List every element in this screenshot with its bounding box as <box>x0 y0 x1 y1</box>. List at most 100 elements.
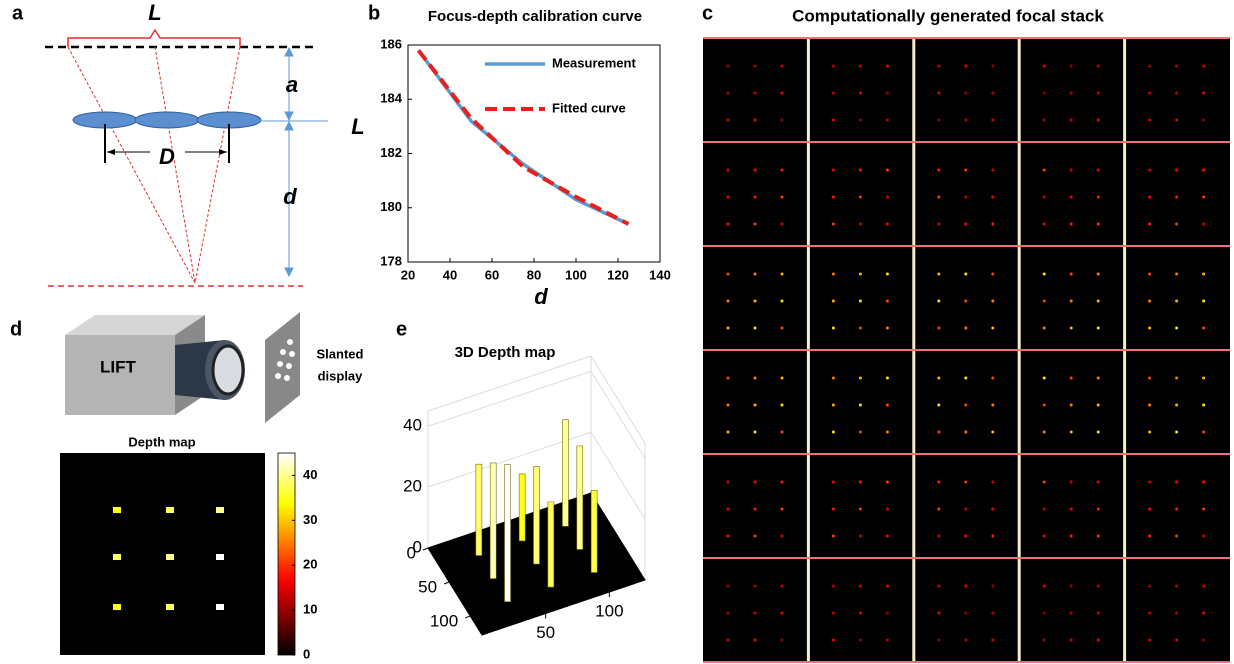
focal-spot <box>1096 480 1100 484</box>
focal-spot <box>991 430 995 434</box>
focal-spot <box>1148 430 1152 434</box>
focal-spot <box>1096 272 1100 276</box>
focal-spot <box>831 611 835 615</box>
focal-spot <box>831 584 835 588</box>
box-edge <box>590 355 646 444</box>
focal-spot <box>991 195 995 199</box>
focal-spot <box>780 299 784 303</box>
focal-spot <box>964 534 968 538</box>
focal-spot <box>780 403 784 407</box>
focal-spot <box>1069 64 1073 68</box>
focal-spot <box>964 222 968 226</box>
legend-label: Fitted curve <box>552 100 626 115</box>
focal-spot <box>753 430 757 434</box>
focal-spot <box>885 430 889 434</box>
focal-spot <box>1148 118 1152 122</box>
focal-spot <box>780 272 784 276</box>
y-tick-label: 180 <box>380 199 402 214</box>
focal-spot <box>726 118 730 122</box>
focal-spot <box>753 534 757 538</box>
focal-spot <box>1069 376 1073 380</box>
grid-line <box>590 370 646 459</box>
panel-label: a <box>12 2 24 24</box>
focal-spot <box>753 91 757 95</box>
focal-spot <box>937 168 941 172</box>
depth-bar <box>547 501 555 588</box>
depth-spot <box>216 554 224 560</box>
focal-spot <box>780 326 784 330</box>
focal-spot <box>1175 118 1179 122</box>
focal-spot <box>753 611 757 615</box>
focal-spot <box>991 611 995 615</box>
focal-spot <box>726 326 730 330</box>
focal-spot <box>726 480 730 484</box>
focal-spot <box>885 118 889 122</box>
focal-spot <box>1042 403 1046 407</box>
focal-spot <box>1069 534 1073 538</box>
y-tick-label: 186 <box>380 36 402 51</box>
focal-spot <box>726 168 730 172</box>
focal-spot <box>937 584 941 588</box>
focal-spot <box>1148 376 1152 380</box>
series-line <box>416 49 630 226</box>
focal-spot <box>1096 195 1100 199</box>
focal-spot <box>726 376 730 380</box>
focal-spot <box>1148 534 1152 538</box>
focal-spot <box>937 376 941 380</box>
focal-spot <box>885 534 889 538</box>
depth-bar <box>576 445 584 550</box>
grid-line <box>427 370 592 427</box>
colorbar-tick-label: 10 <box>303 602 317 617</box>
panel-label: b <box>368 2 380 24</box>
focal-spot <box>991 118 995 122</box>
x-tick-label: 40 <box>443 267 457 282</box>
focal-spot <box>831 222 835 226</box>
focal-spot <box>1069 584 1073 588</box>
focal-spot <box>726 195 730 199</box>
focal-spot <box>858 507 862 511</box>
depth-bar <box>533 466 540 565</box>
y-tick-label: 100 <box>430 611 458 630</box>
focal-spot <box>1042 507 1046 511</box>
focal-spot <box>937 507 941 511</box>
focal-spot <box>1069 91 1073 95</box>
y-tick-label: 50 <box>418 577 437 596</box>
depth-spot <box>113 604 121 610</box>
display-label: Slanted <box>317 346 364 361</box>
y-tick-label: 184 <box>380 91 402 106</box>
focal-spot <box>780 376 784 380</box>
focal-spot <box>964 272 968 276</box>
focal-spot <box>831 507 835 511</box>
focal-spot <box>964 638 968 642</box>
focal-spot <box>858 611 862 615</box>
focal-spot <box>1148 195 1152 199</box>
focal-spot <box>1096 168 1100 172</box>
focal-spot <box>964 584 968 588</box>
focal-spot <box>726 534 730 538</box>
focal-spot <box>1175 222 1179 226</box>
focal-spot <box>831 534 835 538</box>
x-tick-label: 80 <box>527 267 541 282</box>
focal-spot <box>937 64 941 68</box>
focal-stack <box>703 37 1230 663</box>
focal-spot <box>1042 299 1046 303</box>
focal-spot <box>1096 222 1100 226</box>
depth-spot <box>216 604 224 610</box>
focal-spot <box>885 584 889 588</box>
focal-spot <box>991 534 995 538</box>
focal-spot <box>1148 611 1152 615</box>
focal-spot <box>1069 480 1073 484</box>
focal-spot <box>858 168 862 172</box>
focal-spot <box>1148 638 1152 642</box>
chart-title: Depth map <box>128 434 195 449</box>
focal-spot <box>1042 222 1046 226</box>
panel-c-title: Computationally generated focal stack <box>792 6 1104 25</box>
focal-spot <box>964 611 968 615</box>
focal-spot <box>1069 326 1073 330</box>
legend-label: Measurement <box>552 55 636 70</box>
focal-spot <box>1042 118 1046 122</box>
focal-spot <box>1148 584 1152 588</box>
depth-bar <box>475 463 483 556</box>
focal-spot <box>991 376 995 380</box>
focal-spot <box>1202 376 1206 380</box>
